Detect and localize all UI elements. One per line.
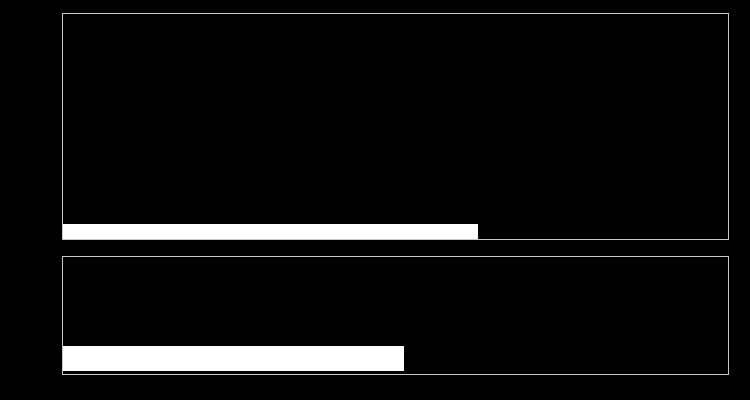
volatility-y-axis xyxy=(0,0,56,247)
volatility-legend[interactable] xyxy=(63,224,478,239)
volatility-plot-area xyxy=(62,13,729,240)
return-price-legend[interactable] xyxy=(63,346,404,371)
return-price-y-axis xyxy=(0,250,56,380)
volatility-series-svg xyxy=(62,13,729,240)
